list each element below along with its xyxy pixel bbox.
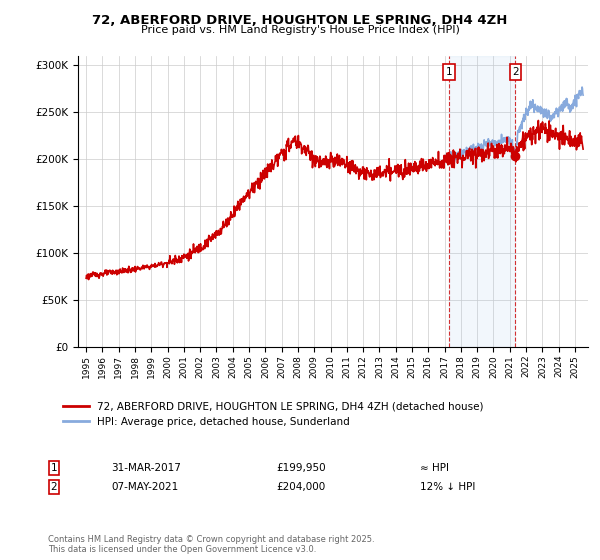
Text: £204,000: £204,000 bbox=[276, 482, 325, 492]
Text: ≈ HPI: ≈ HPI bbox=[420, 463, 449, 473]
Text: 07-MAY-2021: 07-MAY-2021 bbox=[111, 482, 178, 492]
Text: 2: 2 bbox=[512, 67, 519, 77]
Text: 1: 1 bbox=[445, 67, 452, 77]
Text: 31-MAR-2017: 31-MAR-2017 bbox=[111, 463, 181, 473]
Text: 1: 1 bbox=[50, 463, 58, 473]
Text: 2: 2 bbox=[50, 482, 58, 492]
Text: £199,950: £199,950 bbox=[276, 463, 326, 473]
Text: 72, ABERFORD DRIVE, HOUGHTON LE SPRING, DH4 4ZH: 72, ABERFORD DRIVE, HOUGHTON LE SPRING, … bbox=[92, 14, 508, 27]
Text: Contains HM Land Registry data © Crown copyright and database right 2025.
This d: Contains HM Land Registry data © Crown c… bbox=[48, 535, 374, 554]
Text: Price paid vs. HM Land Registry's House Price Index (HPI): Price paid vs. HM Land Registry's House … bbox=[140, 25, 460, 35]
Bar bbox=[449, 56, 515, 347]
Legend: 72, ABERFORD DRIVE, HOUGHTON LE SPRING, DH4 4ZH (detached house), HPI: Average p: 72, ABERFORD DRIVE, HOUGHTON LE SPRING, … bbox=[58, 398, 488, 431]
Text: 12% ↓ HPI: 12% ↓ HPI bbox=[420, 482, 475, 492]
